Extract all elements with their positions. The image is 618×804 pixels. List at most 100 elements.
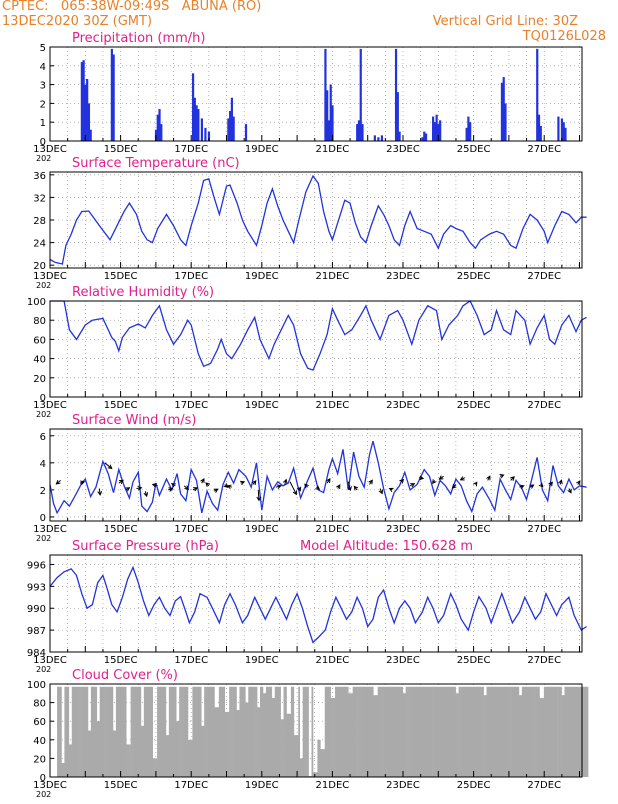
x-tick-label: 23DEC	[386, 524, 420, 535]
precip-bar	[244, 124, 248, 141]
cloud-cover-bar	[461, 686, 464, 777]
cloud-cover-bar	[408, 686, 411, 777]
x-tick-label: 19DEC	[245, 655, 279, 666]
x-tick-label: 27DEC	[527, 271, 561, 282]
cloud-cover-bar	[317, 739, 320, 777]
cloud-cover-bar	[74, 686, 77, 777]
precip-bar	[557, 116, 560, 141]
cloud-cover-bar	[299, 758, 302, 777]
y-tick-label: 0	[40, 393, 46, 404]
x-tick-label: 25DEC	[457, 780, 491, 791]
cloud-cover-bar	[517, 686, 520, 777]
precip-bar	[380, 135, 384, 141]
wind-arrow-head	[193, 487, 199, 492]
cloud-cover-bar	[420, 686, 423, 777]
chart-header: CPTEC: 065:38W-09:49S ABUNA (RO) 13DEC20…	[0, 0, 618, 46]
cloud-cover-bar	[120, 686, 123, 777]
cloud-cover-bar	[392, 686, 395, 777]
x-tick-label: 25DEC	[457, 271, 491, 282]
cloud-cover-bar	[343, 686, 346, 777]
cloud-cover-bar	[362, 686, 365, 777]
wind-arrow-head	[184, 485, 190, 490]
cloud-cover-bar	[229, 686, 231, 777]
vertical-grid-info: Vertical Grid Line: 30Z	[432, 14, 578, 29]
cloud-cover-bar	[260, 686, 262, 777]
cloud-cover-bar	[192, 686, 195, 777]
cloud-cover-bar	[185, 686, 187, 777]
cloud-cover-bar	[432, 686, 434, 777]
wind-arrow-head	[226, 484, 232, 490]
cloud-cover-bar	[235, 686, 237, 777]
cloud-cover-bar	[518, 695, 521, 777]
x-tick-label: 19DEC	[245, 271, 279, 282]
cloud-cover-bar	[489, 686, 492, 777]
y-tick-label: 993	[27, 582, 46, 593]
cloud-cover-bar	[76, 686, 78, 777]
cloud-cover-bar	[149, 686, 152, 777]
cloud-cover-bar	[499, 686, 502, 777]
cloud-cover-bar	[114, 730, 117, 777]
cloud-cover-bar	[170, 686, 173, 777]
cloud-cover-bar	[352, 686, 355, 777]
cloud-cover-bar	[262, 693, 265, 777]
x-tick-label: 13DEC	[33, 655, 67, 666]
cloud-cover-bar	[511, 686, 514, 777]
y-tick-label: 5	[40, 43, 46, 54]
cloud-cover-bar	[248, 686, 251, 777]
precip-bar	[200, 118, 203, 141]
x-tick-label: 17DEC	[174, 144, 208, 155]
wind-arrow-head	[548, 481, 553, 487]
cloud-cover-bar	[523, 686, 526, 777]
series-line	[50, 300, 587, 371]
cloud-cover-bar	[298, 686, 301, 777]
cloud-cover-bar	[398, 686, 401, 777]
cloud-cover-bar	[565, 686, 568, 777]
cloud-cover-bar	[557, 686, 559, 777]
wind-arrow-head	[419, 475, 425, 481]
y-tick-label: 28	[33, 216, 46, 227]
cloud-cover-bar	[274, 686, 277, 777]
wind-arrow-head	[205, 482, 211, 488]
cloud-cover-bar	[402, 693, 405, 777]
precip-bar	[87, 103, 91, 141]
cloud-cover-bar	[468, 686, 471, 777]
cloud-cover-bar	[318, 739, 321, 777]
cloud-cover-bar	[451, 686, 454, 777]
precip-bar	[536, 48, 539, 141]
y-tick-label: 40	[33, 355, 46, 366]
cloud-cover-bar	[405, 686, 408, 777]
precip-bar	[227, 118, 230, 141]
precip-bar	[160, 124, 163, 141]
cloud-cover-bar	[123, 686, 126, 777]
cloud-cover-bar	[140, 725, 143, 777]
precip-bar	[356, 124, 359, 141]
cloud-cover-bar	[551, 686, 554, 777]
cloud-cover-bar	[265, 686, 268, 777]
cloud-cover-bar	[490, 686, 493, 777]
wind-arrow-head	[315, 485, 321, 490]
cloud-cover-bar	[65, 686, 68, 777]
cloud-cover-bar	[89, 730, 92, 777]
cloud-cover-bar	[345, 686, 348, 777]
precip-bar	[469, 122, 472, 141]
precip-bar	[435, 114, 438, 141]
wind-arrow	[289, 481, 297, 495]
cloud-cover-bar	[85, 686, 87, 777]
x-tick-label: 21DEC	[316, 655, 350, 666]
cloud-cover-bar	[64, 686, 67, 777]
cloud-cover-bar	[295, 735, 298, 777]
cloud-cover-bar	[223, 686, 226, 777]
precip-bar	[377, 137, 380, 141]
cloud-cover-bar	[196, 686, 199, 777]
cloud-cover-bar	[118, 686, 121, 777]
cloud-cover-bar	[385, 686, 387, 777]
x-tick-label: 21DEC	[316, 400, 350, 411]
cloud-cover-bar	[186, 686, 189, 777]
cloud-cover-bar	[139, 686, 142, 777]
cloud-cover-bar	[110, 686, 112, 777]
x-tick-label: 25DEC	[457, 524, 491, 535]
panel-5: Cloud Cover (%) 0 20 40 60 80 100 13DEC 15DEC 17D…	[27, 668, 589, 799]
cloud-cover-bar	[171, 686, 174, 777]
series-line	[49, 441, 587, 515]
cloud-cover-bar	[104, 686, 106, 777]
